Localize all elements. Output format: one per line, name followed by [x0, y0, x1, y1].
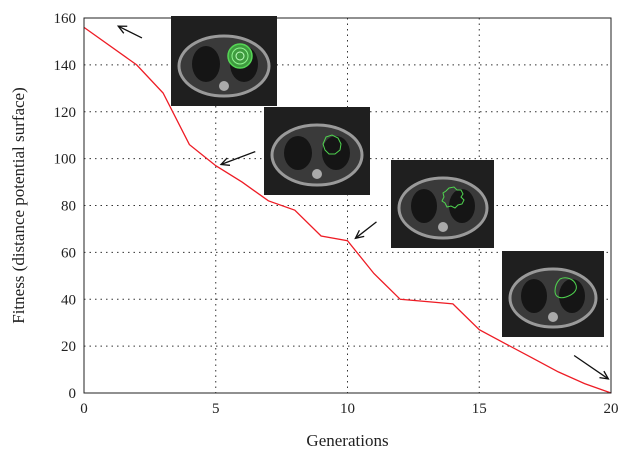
ct-slice-contour-gen5: [264, 107, 370, 195]
annotation-arrow: [219, 150, 256, 166]
fitness-series: [83, 26, 612, 394]
annotation-arrow: [573, 354, 610, 380]
y-tick-label: 60: [61, 245, 76, 261]
x-tick-label: 10: [340, 401, 355, 417]
y-tick-label: 120: [54, 105, 77, 121]
tick-labels: 0 5 10 15 20 0 20 40 60 80 100 120 140 160: [54, 11, 619, 417]
y-tick-label: 140: [54, 58, 77, 74]
fitness-line: [83, 26, 612, 394]
ct-slice-contour-gen10: [391, 160, 494, 248]
y-tick-label: 0: [69, 386, 77, 402]
y-tick-label: 40: [61, 292, 76, 308]
x-tick-label: 0: [80, 401, 88, 417]
x-tick-label: 15: [472, 401, 487, 417]
plot-frame: [83, 17, 612, 394]
x-axis-title: Generations: [306, 431, 388, 450]
y-tick-label: 20: [61, 339, 76, 355]
ct-slice-initial-contour: [171, 16, 277, 106]
y-tick-label: 80: [61, 199, 76, 215]
y-tick-label: 160: [54, 11, 77, 27]
ct-slice-contour-final: [502, 251, 604, 337]
ct-thumbnails: [171, 16, 604, 337]
x-tick-label: 20: [604, 401, 619, 417]
annotation-arrows: [116, 25, 610, 380]
y-tick-label: 100: [54, 152, 77, 168]
x-tick-label: 5: [212, 401, 220, 417]
annotation-arrow: [116, 25, 143, 39]
annotation-arrow: [354, 221, 377, 240]
y-axis-title: Fitness (distance potential surface): [9, 87, 28, 324]
